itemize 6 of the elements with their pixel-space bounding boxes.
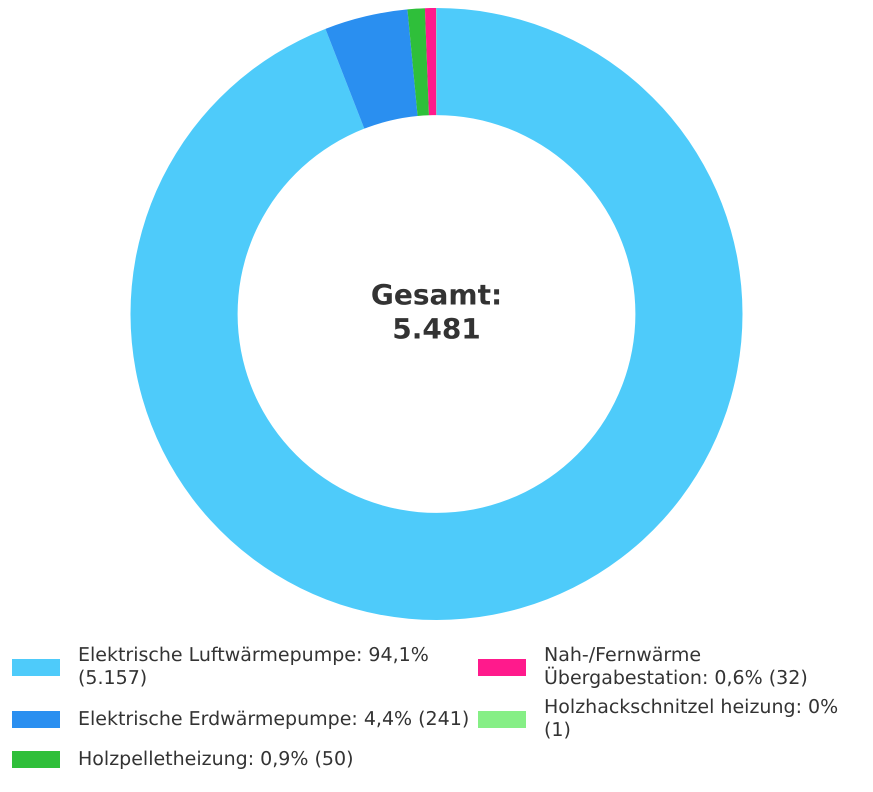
legend-label: Holzhackschnitzel heizung: 0% (1) [544,696,840,742]
legend-label: Holzpelletheizung: 0,9% (50) [78,748,354,771]
legend-label: Elektrische Luftwärmepumpe: 94,1% (5.157) [78,644,430,690]
text: Gesamt: 5.481 [370,278,502,346]
legend-label: Nah-/Fernwärme Übergabestation: 0,6% (32) [544,644,809,690]
legend-label: Elektrische Erdwärmepumpe: 4,4% (241) [78,708,470,730]
